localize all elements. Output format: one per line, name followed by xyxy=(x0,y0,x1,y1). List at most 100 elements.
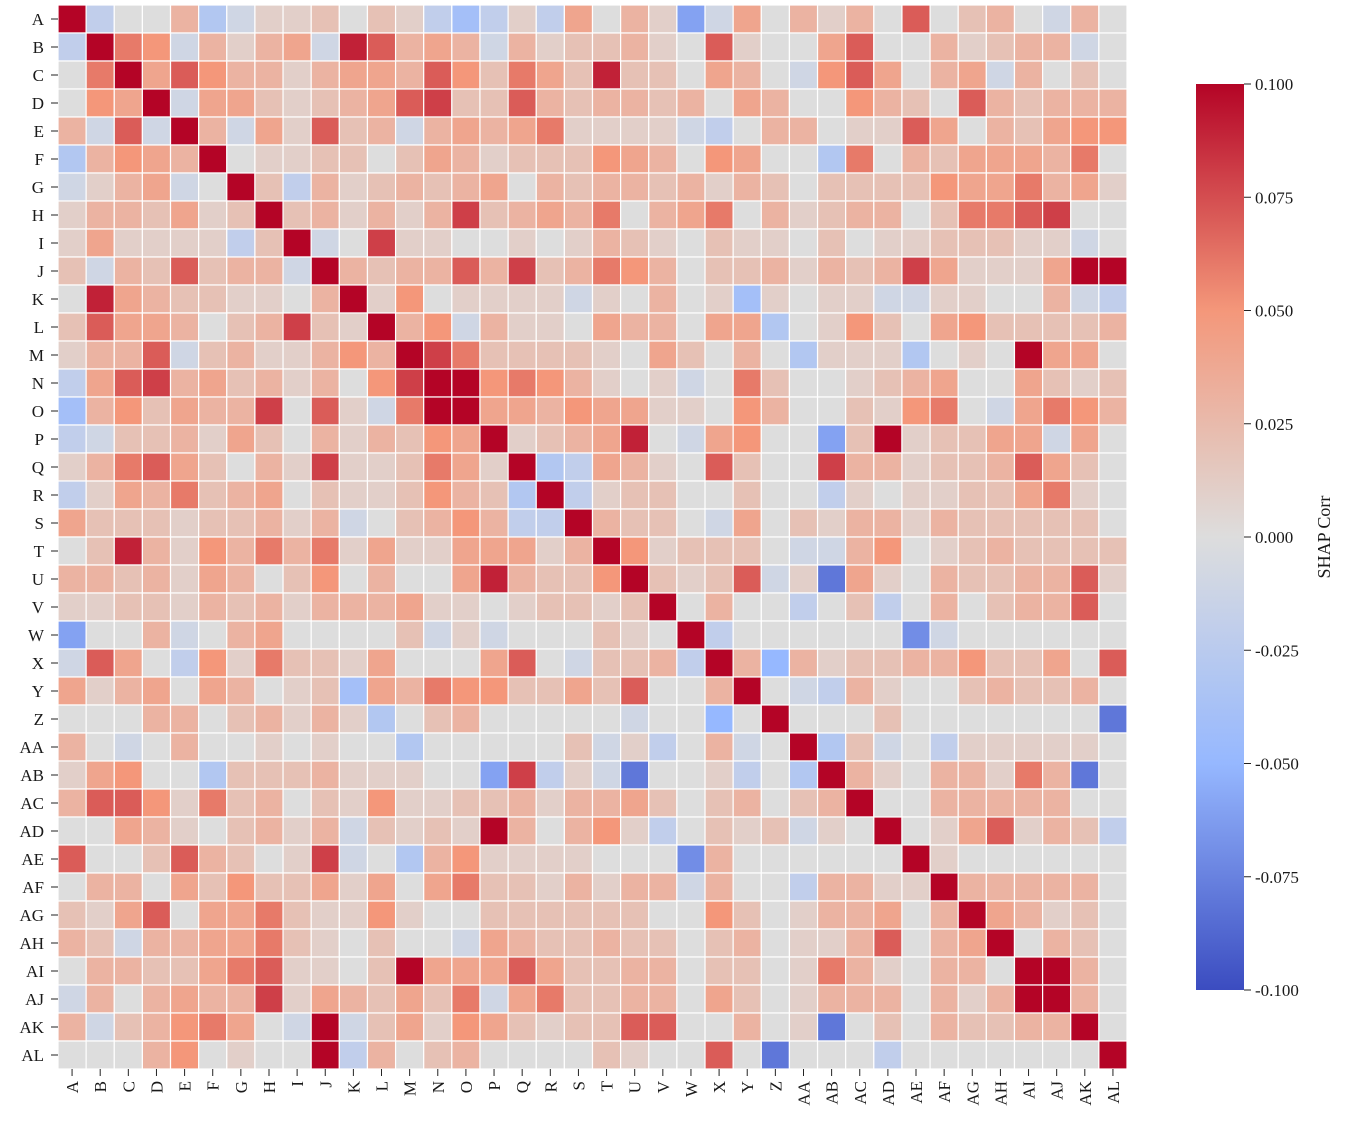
heatmap-cell-AH-M xyxy=(394,928,425,958)
heatmap-cell-X-P xyxy=(479,648,509,678)
heatmap-cell-K-AG xyxy=(957,284,987,314)
heatmap-cell-AL-B xyxy=(85,1040,115,1070)
heatmap-cell-H-O xyxy=(451,200,481,230)
heatmap-cell-AD-Y xyxy=(732,816,762,846)
heatmap-cell-V-F xyxy=(198,592,228,622)
heatmap-cell-AK-U xyxy=(620,1012,650,1042)
y-tick-label-F: F xyxy=(35,150,44,169)
heatmap-cell-O-AC xyxy=(845,396,875,426)
heatmap-cell-N-AJ xyxy=(1042,368,1072,398)
heatmap-cell-K-O xyxy=(451,284,481,314)
heatmap-cell-E-AG xyxy=(957,116,987,146)
heatmap-cell-AG-AI xyxy=(1013,900,1044,930)
heatmap-cell-AG-AD xyxy=(873,900,903,930)
y-tick-label-W: W xyxy=(28,626,45,645)
heatmap-cell-D-AA xyxy=(788,88,819,118)
heatmap-cell-AJ-O xyxy=(451,984,481,1014)
heatmap-cell-V-O xyxy=(451,592,481,622)
heatmap-cell-X-V xyxy=(648,648,678,678)
heatmap-cell-T-AA xyxy=(788,536,819,566)
heatmap-cell-Y-J xyxy=(310,676,340,706)
heatmap-cell-C-I xyxy=(282,60,312,90)
heatmap-cell-X-AD xyxy=(873,648,903,678)
heatmap-cell-AE-A xyxy=(57,844,87,874)
heatmap-cell-L-AI xyxy=(1013,312,1044,342)
heatmap-cell-X-K xyxy=(338,648,369,678)
heatmap-cell-AL-AB xyxy=(816,1040,847,1070)
heatmap-cell-AC-AK xyxy=(1070,788,1100,818)
heatmap-cell-AJ-R xyxy=(535,984,565,1014)
heatmap-cell-AE-AB xyxy=(816,844,847,874)
heatmap-cell-K-L xyxy=(366,284,397,314)
heatmap-cell-F-H xyxy=(254,144,284,174)
heatmap-cell-H-AC xyxy=(845,200,875,230)
heatmap-cell-AD-AG xyxy=(957,816,987,846)
heatmap-cell-H-X xyxy=(704,200,734,230)
heatmap-cell-Q-AJ xyxy=(1042,452,1072,482)
heatmap-cell-AC-Y xyxy=(732,788,762,818)
heatmap-cell-M-AK xyxy=(1070,340,1100,370)
heatmap-cell-V-AH xyxy=(985,592,1016,622)
heatmap-cell-V-AD xyxy=(873,592,903,622)
heatmap-cell-W-C xyxy=(113,620,143,650)
heatmap-cell-AJ-AL xyxy=(1098,984,1128,1014)
heatmap-cell-Z-AG xyxy=(957,704,987,734)
heatmap-cell-L-AH xyxy=(985,312,1016,342)
heatmap-cell-O-AK xyxy=(1070,396,1100,426)
heatmap-cell-W-AB xyxy=(816,620,847,650)
heatmap-cell-X-AG xyxy=(957,648,987,678)
heatmap-cell-V-V xyxy=(648,592,678,622)
heatmap-cell-B-N xyxy=(423,32,453,62)
heatmap-cell-V-AJ xyxy=(1042,592,1072,622)
heatmap-cell-AE-Q xyxy=(507,844,537,874)
heatmap-cell-R-E xyxy=(169,480,200,510)
heatmap-cell-AD-N xyxy=(423,816,453,846)
heatmap-cell-Y-C xyxy=(113,676,143,706)
x-tick-label-M: M xyxy=(401,1081,420,1096)
heatmap-cell-V-K xyxy=(338,592,369,622)
heatmap-cell-I-H xyxy=(254,228,284,258)
heatmap-cell-AJ-AA xyxy=(788,984,819,1014)
heatmap-cell-AL-AI xyxy=(1013,1040,1044,1070)
heatmap-cell-AH-P xyxy=(479,928,509,958)
heatmap-cell-J-A xyxy=(57,256,87,286)
heatmap-cell-O-AH xyxy=(985,396,1016,426)
heatmap-cell-AC-H xyxy=(254,788,284,818)
heatmap-cell-AH-O xyxy=(451,928,481,958)
heatmap-cell-D-AL xyxy=(1098,88,1128,118)
heatmap-cell-AK-O xyxy=(451,1012,481,1042)
heatmap-cell-AE-AH xyxy=(985,844,1016,874)
heatmap-cell-AA-V xyxy=(648,732,678,762)
heatmap-cell-D-V xyxy=(648,88,678,118)
heatmap-cell-AF-L xyxy=(366,872,397,902)
heatmap-cell-C-W xyxy=(676,60,706,90)
heatmap-cell-B-I xyxy=(282,32,312,62)
heatmap-cell-M-X xyxy=(704,340,734,370)
heatmap-cell-Z-S xyxy=(563,704,594,734)
heatmap-cell-L-AF xyxy=(929,312,959,342)
heatmap-cell-AD-AD xyxy=(873,816,903,846)
heatmap-cell-L-O xyxy=(451,312,481,342)
heatmap-cell-O-AL xyxy=(1098,396,1128,426)
heatmap-cell-L-S xyxy=(563,312,594,342)
heatmap-cell-H-S xyxy=(563,200,594,230)
heatmap-cell-H-K xyxy=(338,200,369,230)
heatmap-cell-Y-N xyxy=(423,676,453,706)
heatmap-cell-Y-AG xyxy=(957,676,987,706)
heatmap-cell-N-S xyxy=(563,368,594,398)
heatmap-cell-S-AH xyxy=(985,508,1016,538)
heatmap-cell-C-L xyxy=(366,60,397,90)
heatmap-cell-AE-AC xyxy=(845,844,875,874)
heatmap-cell-AI-M xyxy=(394,956,425,986)
heatmap-cell-Y-A xyxy=(57,676,87,706)
heatmap-cell-D-B xyxy=(85,88,115,118)
heatmap-cell-R-M xyxy=(394,480,425,510)
heatmap-cell-AA-G xyxy=(226,732,256,762)
heatmap-cell-S-AA xyxy=(788,508,819,538)
heatmap-cell-F-X xyxy=(704,144,734,174)
heatmap-cell-B-K xyxy=(338,32,369,62)
heatmap-cell-AI-G xyxy=(226,956,256,986)
heatmap-cell-Z-A xyxy=(57,704,87,734)
heatmap-cell-G-T xyxy=(591,172,622,202)
heatmap-cell-AB-U xyxy=(620,760,650,790)
